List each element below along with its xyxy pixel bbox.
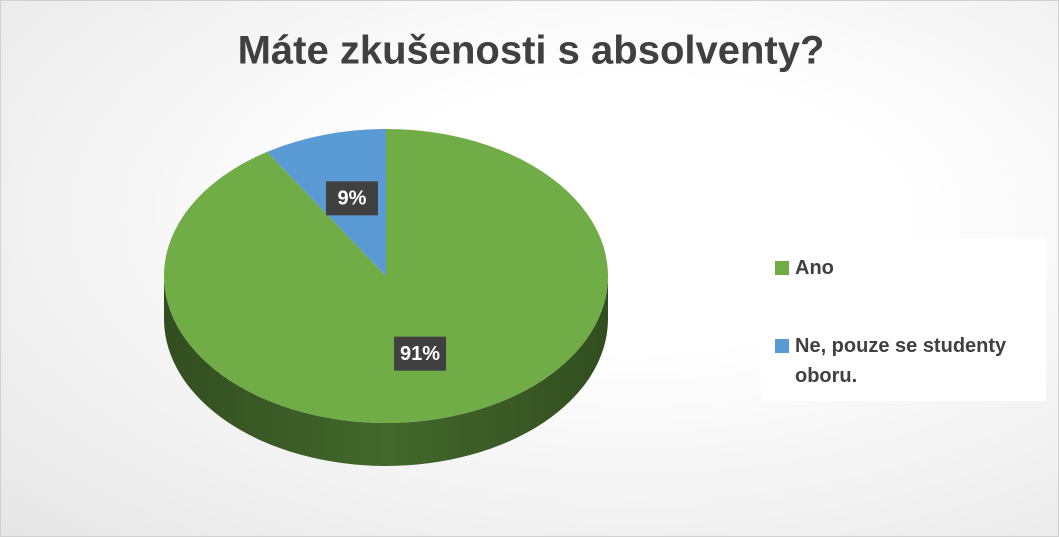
pie-side (164, 276, 608, 466)
legend-item: Ne, pouze se studenty oboru. (775, 331, 1035, 391)
legend-item: Ano (775, 253, 1035, 283)
label-box (325, 181, 378, 216)
legend-swatch (775, 261, 789, 275)
data-label: 9% (337, 188, 366, 210)
legend-swatch (775, 339, 789, 353)
legend-label: Ano (795, 257, 834, 279)
legend: Ano Ne, pouze se studenty oboru. (761, 239, 1046, 401)
data-label: 91% (400, 343, 440, 365)
label-box (394, 336, 447, 371)
chart-title: Máte zkušenosti s absolventy? (238, 29, 825, 73)
legend-label: Ne, pouze se studenty oboru. (795, 335, 1007, 387)
